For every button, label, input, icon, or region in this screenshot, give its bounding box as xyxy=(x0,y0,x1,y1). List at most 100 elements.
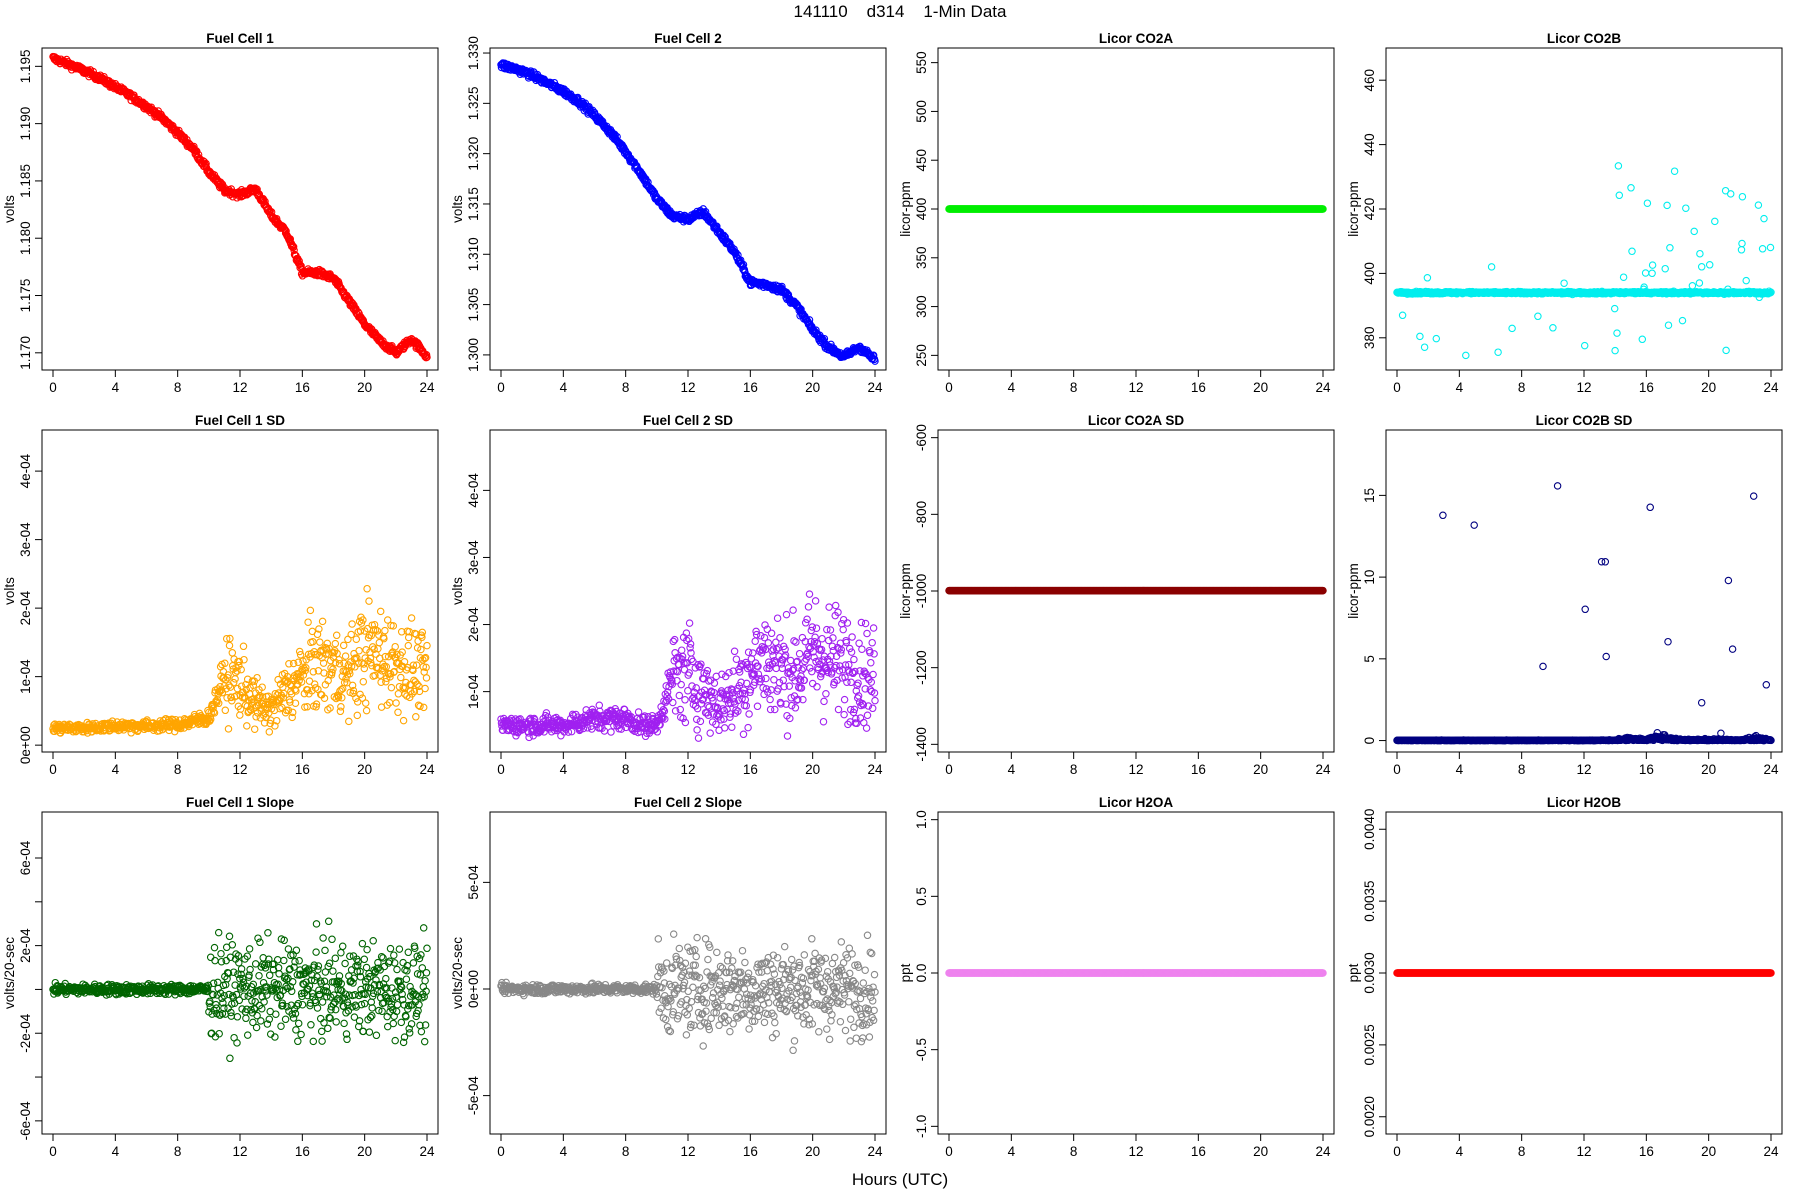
fc1sd-point xyxy=(233,684,242,693)
fc2sd-point xyxy=(676,705,685,714)
fc2sd-point xyxy=(789,665,798,673)
fc1sd-point xyxy=(356,690,364,699)
fc1sd-x-tick-label: 16 xyxy=(295,762,310,777)
fc2sd-point xyxy=(745,710,753,718)
fc1sd-point xyxy=(229,678,238,687)
fc2sd-point xyxy=(685,669,693,677)
fc1sd-x-tick-label: 0 xyxy=(49,762,57,777)
fc2sd-point xyxy=(785,682,794,690)
fc2sd-point xyxy=(634,708,643,716)
co2b-point xyxy=(1766,243,1775,252)
fc1sd-point xyxy=(252,713,260,721)
fc2sd-point xyxy=(811,633,819,642)
fc1sd-x-tick-label: 24 xyxy=(419,762,435,777)
fc1sd-point xyxy=(313,630,322,639)
co2a-y-tick-label: 500 xyxy=(914,100,929,123)
fc1sd-point xyxy=(249,681,258,690)
fc2sd-point xyxy=(808,679,817,688)
co2a-x-tick-label: 0 xyxy=(945,380,953,395)
co2a-points xyxy=(945,205,1327,213)
fc1-y-tick-label: 1.195 xyxy=(18,49,33,83)
fc2sd-point xyxy=(869,670,877,679)
fc2sd-point xyxy=(841,673,849,681)
fc2sd-point xyxy=(681,718,690,727)
fc2-x-tick-label: 4 xyxy=(560,380,568,395)
co2b-y-tick-label: 440 xyxy=(1362,133,1377,156)
fc1sd-point xyxy=(387,683,396,692)
co2a-y-tick-label: 350 xyxy=(914,247,929,270)
co2b-point xyxy=(1682,204,1690,212)
fc2sd-point xyxy=(834,705,843,714)
fc2sd-point xyxy=(609,708,618,717)
fc2sd-point xyxy=(808,623,817,631)
fc2sd-point xyxy=(805,590,814,598)
fc2-point xyxy=(738,262,747,270)
fc1sd-point xyxy=(421,653,430,662)
fc1sd-point xyxy=(294,658,303,667)
fc1sd-point xyxy=(422,663,430,672)
fc2sd-point xyxy=(803,615,811,624)
fc2sd-point xyxy=(670,635,679,644)
fc2-y-tick-label: 1.315 xyxy=(466,187,481,221)
fc1sd-point xyxy=(394,708,402,717)
fc1-point xyxy=(290,246,298,255)
co2b-x-tick-label: 24 xyxy=(1763,380,1779,395)
fc2sd-point xyxy=(816,672,825,681)
co2asd-points xyxy=(945,586,1327,595)
fc2sd-point xyxy=(689,657,697,666)
fc2-y-axis-label: volts xyxy=(450,195,465,223)
fc2sd-point xyxy=(743,664,752,673)
fc1sd-point xyxy=(368,661,376,670)
fc1sd-point xyxy=(310,680,319,688)
fc1sd-point xyxy=(373,663,381,671)
fc1sd-point xyxy=(404,633,413,642)
fc1sd-point xyxy=(228,649,237,657)
fc2sd-point xyxy=(781,645,789,654)
fc2sd-point xyxy=(675,691,684,700)
fc2sd-point xyxy=(697,660,705,668)
fc2sd-point xyxy=(712,720,720,729)
fc1sd-point xyxy=(288,708,297,717)
fc2sd-point xyxy=(732,655,741,663)
fc1sd-point xyxy=(312,703,320,711)
fc2-point xyxy=(739,260,748,269)
fc2sd-point xyxy=(725,668,733,677)
co2b-point xyxy=(1648,261,1657,269)
fc1sd-point xyxy=(315,625,323,633)
fc2sd-point xyxy=(825,603,833,611)
fc2sd-point xyxy=(511,715,520,723)
fc2sd-point xyxy=(813,683,821,691)
fc1sd-point xyxy=(359,677,368,686)
fc1sd-point xyxy=(297,678,306,686)
fc2sd-point xyxy=(844,720,852,729)
fc1-x-tick-label: 8 xyxy=(174,380,182,395)
fc1sd-point xyxy=(354,659,363,668)
fc2sd-point xyxy=(870,650,878,658)
fc1sd-point xyxy=(371,625,380,634)
fc2sd-point xyxy=(857,618,866,627)
co2b-x-tick-label: 8 xyxy=(1518,380,1526,395)
fc2sd-point xyxy=(819,656,827,664)
fc1sd-point xyxy=(303,686,312,694)
fc2sd-point xyxy=(797,684,806,692)
co2b-x-tick-label: 4 xyxy=(1456,380,1464,395)
fc2sd-point xyxy=(791,677,799,685)
fc1-point xyxy=(254,189,262,197)
fc2sd-point xyxy=(751,637,759,645)
co2b-point xyxy=(1666,244,1674,252)
co2b-point xyxy=(1628,247,1636,256)
co2b-point xyxy=(1487,263,1496,271)
co2b-point xyxy=(1611,346,1619,355)
fc1sd-point xyxy=(339,641,348,650)
fc1-x-tick-label: 24 xyxy=(419,380,435,395)
fc1-plot-frame xyxy=(41,47,439,371)
fc1sd-point xyxy=(227,693,236,702)
co2b-point xyxy=(1737,246,1746,254)
fc2sd-point xyxy=(867,658,875,667)
fc2sd-point xyxy=(861,619,870,628)
fc1sd-point xyxy=(358,694,367,702)
fc1sd-point xyxy=(376,607,385,616)
fc1sd-point xyxy=(316,638,324,646)
fc2sd-x-tick-label: 16 xyxy=(743,762,758,777)
